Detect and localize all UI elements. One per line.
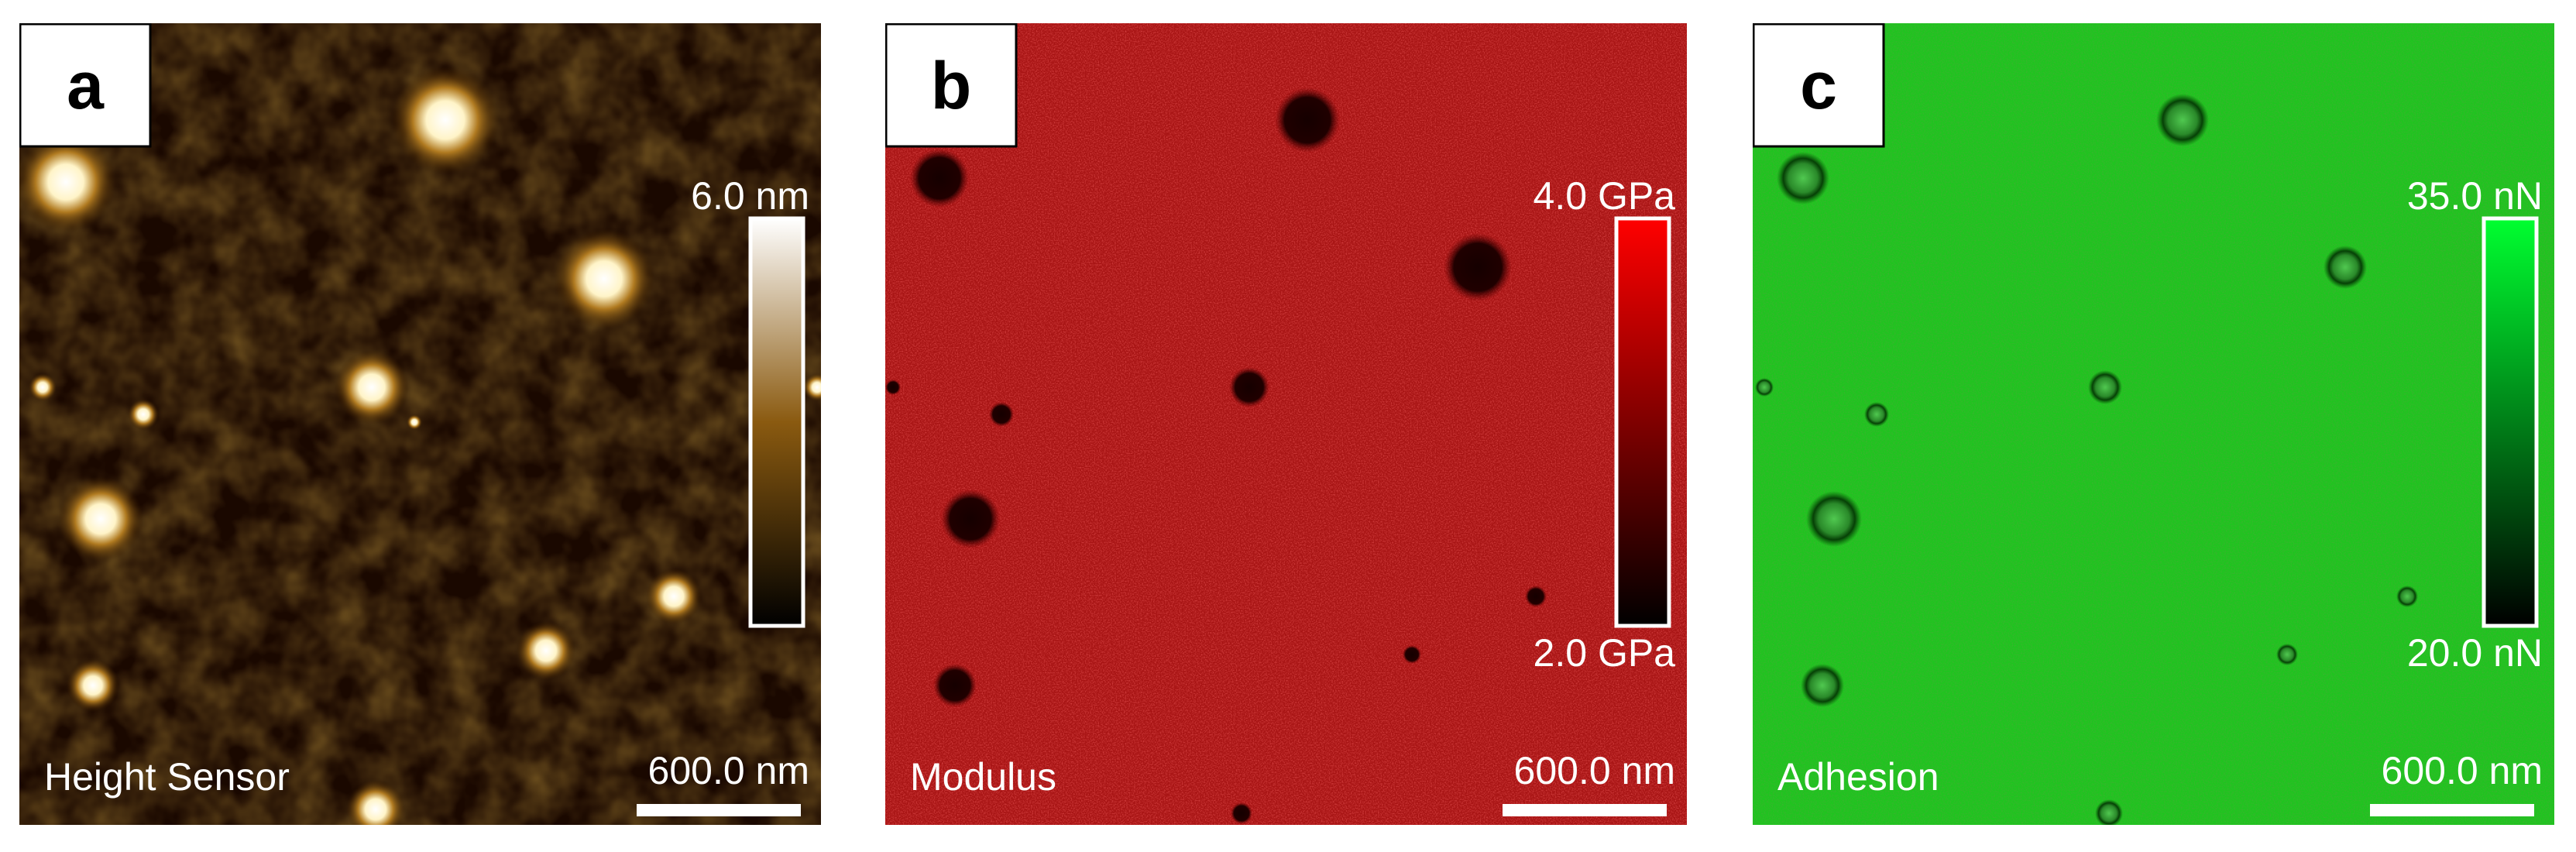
- channel-name: Height Sensor: [44, 755, 290, 799]
- feature: [2324, 246, 2367, 289]
- scale-bar-label: 600.0 nm: [1514, 749, 1675, 792]
- colorbar-max-label: 35.0 nN: [2407, 174, 2543, 218]
- scale-bar: [2370, 804, 2534, 816]
- feature: [391, 66, 500, 174]
- image-noise: [885, 23, 1687, 825]
- feature: [910, 149, 969, 208]
- feature: [2276, 644, 2298, 665]
- colorbar: [2482, 216, 2539, 628]
- afm-image: b 4.0 GPa 2.0 GPa Modulus 600.0 nm: [884, 22, 1687, 825]
- feature: [1777, 152, 1829, 204]
- feature: [1801, 664, 1844, 707]
- afm-image: a 6.0 nm Height Sensor 600.0 nm: [15, 22, 831, 839]
- afm-panel: a 6.0 nm Height Sensor 600.0 nm: [15, 22, 831, 839]
- feature: [335, 350, 409, 424]
- channel-name: Modulus: [910, 755, 1056, 799]
- feature: [1275, 88, 1340, 153]
- feature: [1231, 802, 1252, 824]
- afm-image: c 35.0 nN 20.0 nN Adhesion 600.0 nm: [1752, 22, 2554, 827]
- feature: [1806, 491, 1862, 547]
- feature: [989, 402, 1014, 427]
- scale-bar-label: 600.0 nm: [2382, 749, 2543, 792]
- scale-bar: [637, 804, 801, 816]
- feature: [646, 569, 702, 624]
- panel-label-box: [19, 22, 152, 148]
- feature: [554, 228, 654, 329]
- feature: [885, 380, 901, 395]
- colorbar-max-label: 4.0 GPa: [1534, 174, 1676, 218]
- scale-bar-label: 600.0 nm: [648, 749, 809, 792]
- panel-label-box: [884, 22, 1018, 148]
- feature: [941, 490, 1000, 548]
- feature: [1444, 233, 1512, 301]
- afm-panel: c 35.0 nN 20.0 nN Adhesion 600.0 nm: [1752, 22, 2554, 827]
- colorbar-min-label: 20.0 nN: [2407, 631, 2543, 675]
- panel-label: c: [1800, 49, 1837, 123]
- feature: [1755, 378, 1774, 397]
- feature: [1229, 367, 1269, 407]
- feature: [15, 132, 116, 232]
- feature: [2088, 370, 2122, 404]
- feature: [58, 476, 143, 562]
- feature: [346, 780, 405, 839]
- scale-bar: [1503, 804, 1667, 816]
- feature: [517, 621, 575, 680]
- channel-name: Adhesion: [1777, 755, 1939, 799]
- colorbar-min-label: 2.0 GPa: [1534, 631, 1676, 675]
- image-noise: [1753, 23, 2554, 825]
- feature: [67, 659, 119, 712]
- panel-label: a: [67, 49, 105, 123]
- colorbar-max-label: 6.0 nm: [691, 174, 809, 218]
- panel-label-box: [1752, 22, 1885, 148]
- colorbar: [748, 216, 805, 628]
- panel-label: b: [931, 49, 972, 123]
- feature: [1403, 645, 1421, 664]
- feature: [407, 414, 422, 430]
- feature: [933, 664, 977, 707]
- feature: [128, 399, 159, 430]
- afm-panel: b 4.0 GPa 2.0 GPa Modulus 600.0 nm: [884, 22, 1687, 825]
- feature: [29, 373, 57, 401]
- feature: [2095, 799, 2123, 827]
- feature: [2156, 94, 2209, 146]
- feature: [1525, 586, 1547, 607]
- colorbar: [1614, 216, 1671, 628]
- feature: [1864, 402, 1889, 427]
- feature: [2396, 586, 2418, 607]
